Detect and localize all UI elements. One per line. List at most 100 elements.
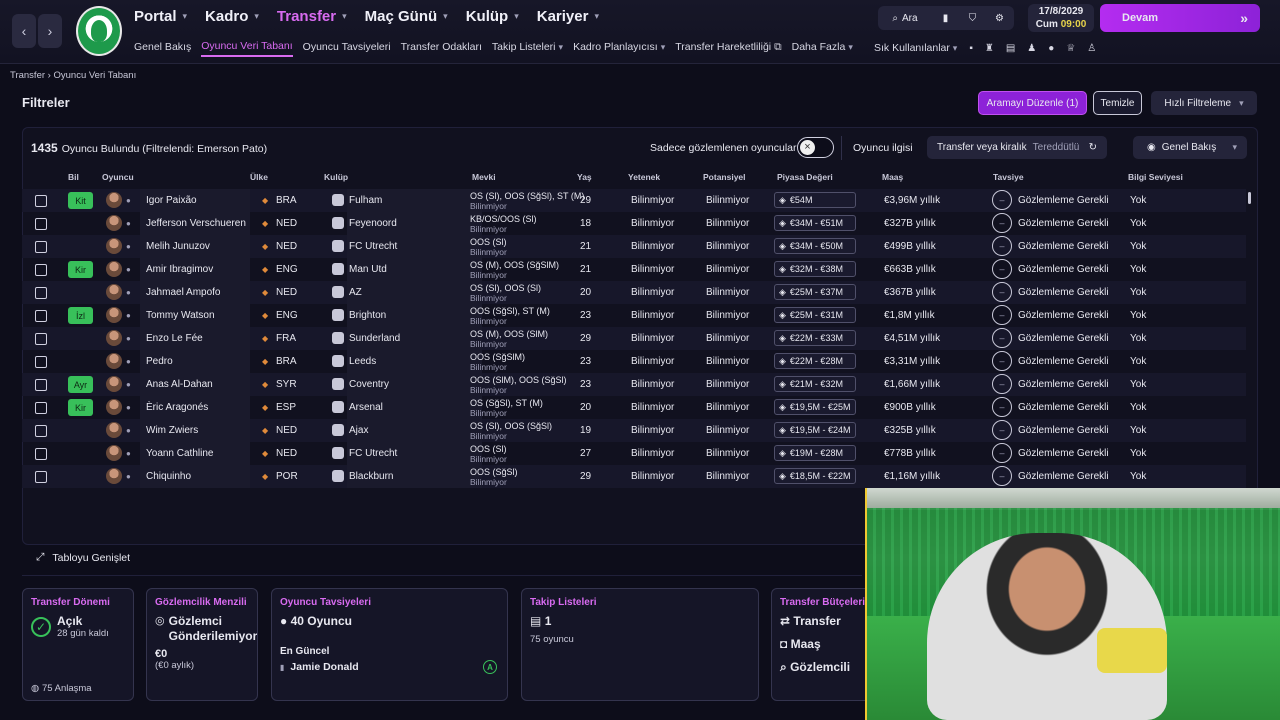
- nav-kulup[interactable]: Kulüp ▾: [465, 8, 519, 25]
- club-badge-button[interactable]: ⛉: [959, 13, 986, 24]
- player-name[interactable]: Yoann Cathline: [140, 442, 250, 465]
- col-potansiyel[interactable]: Potansiyel: [703, 172, 746, 182]
- table-row[interactable]: Kir ● Amir Ibragimov ◆ ENG Man Utd OS (M), OOS…: [22, 258, 1246, 281]
- table-row[interactable]: Kit ● Igor Paixão ◆ BRA Fulham OS (Sl), OOS (S…: [22, 189, 1246, 212]
- player-club[interactable]: Feyenoord: [347, 212, 482, 235]
- scouted-only-toggle[interactable]: [797, 137, 834, 158]
- table-row[interactable]: ● Enzo Le Fée ◆ FRA Sunderland OS (M), OOS (S…: [22, 327, 1246, 350]
- row-checkbox[interactable]: [35, 402, 47, 414]
- player-country[interactable]: NED: [276, 241, 298, 252]
- continue-button[interactable]: Devam »: [1100, 4, 1260, 32]
- row-checkbox[interactable]: [35, 195, 47, 207]
- row-checkbox[interactable]: [35, 333, 47, 345]
- col-yas[interactable]: Yaş: [577, 172, 592, 182]
- player-club[interactable]: Coventry: [347, 373, 482, 396]
- report-icon[interactable]: ▤: [1005, 42, 1016, 54]
- player-country[interactable]: NED: [276, 218, 298, 229]
- player-name[interactable]: Igor Paixão: [140, 189, 250, 212]
- player-name[interactable]: Wim Zwiers: [140, 419, 250, 442]
- player-club[interactable]: Man Utd: [347, 258, 482, 281]
- table-row[interactable]: ● Melih Junuzov ◆ NED FC Utrecht OOS (Sl) Bili…: [22, 235, 1246, 258]
- nav-transfer[interactable]: Transfer ▾: [276, 8, 347, 25]
- player-name[interactable]: Tommy Watson: [140, 304, 250, 327]
- player-country[interactable]: NED: [276, 287, 298, 298]
- table-scrollbar[interactable]: [1248, 192, 1251, 204]
- staff-icon[interactable]: ♟: [1027, 42, 1037, 54]
- nav-kadro[interactable]: Kadro ▾: [205, 8, 259, 25]
- card-transfer-budgets[interactable]: Transfer Bütçeleri ⇄ Transfer ◘ Maaş ⌕ G…: [771, 588, 871, 701]
- row-checkbox[interactable]: [35, 218, 47, 230]
- player-club[interactable]: Leeds: [347, 350, 482, 373]
- player-club[interactable]: Fulham: [347, 189, 482, 212]
- player-country[interactable]: SYR: [276, 379, 297, 390]
- player-name[interactable]: Enzo Le Fée: [140, 327, 250, 350]
- latest-player[interactable]: ▮ Jamie Donald A: [280, 660, 499, 674]
- player-club[interactable]: Brighton: [347, 304, 482, 327]
- row-checkbox[interactable]: [35, 356, 47, 368]
- player-country[interactable]: NED: [276, 425, 298, 436]
- tab-takip-listeleri[interactable]: Takip Listeleri ▾: [491, 41, 564, 53]
- tab-genel-bakis[interactable]: Genel Bakış: [134, 41, 192, 53]
- row-checkbox[interactable]: [35, 448, 47, 460]
- row-checkbox[interactable]: [35, 425, 47, 437]
- row-checkbox[interactable]: [35, 310, 47, 322]
- club-logo[interactable]: [76, 6, 122, 56]
- search-button[interactable]: ⌕ Ara: [892, 12, 918, 24]
- people-icon[interactable]: ♙: [1087, 42, 1097, 54]
- table-row[interactable]: ● Jahmael Ampofo ◆ NED AZ OS (Sl), OOS (Sl) Bi…: [22, 281, 1246, 304]
- shortcuts-dropdown[interactable]: Sık Kullanılanlar ▾: [874, 42, 958, 54]
- card-scouting-range[interactable]: Gözlemcilik Menzili ◎ Gözlemci Gönderile…: [146, 588, 258, 701]
- quick-filter-button[interactable]: Hızlı Filtreleme ▾: [1151, 91, 1257, 115]
- player-country[interactable]: NED: [276, 448, 298, 459]
- shirt-icon[interactable]: ♜: [984, 42, 994, 54]
- player-name[interactable]: Pedro: [140, 350, 250, 373]
- player-club[interactable]: Ajax: [347, 419, 482, 442]
- player-name[interactable]: Jahmael Ampofo: [140, 281, 250, 304]
- player-country[interactable]: POR: [276, 471, 298, 482]
- expand-table-button[interactable]: ⤢ Tabloyu Genişlet: [36, 551, 131, 564]
- col-oyuncu[interactable]: Oyuncu: [102, 172, 134, 182]
- row-checkbox[interactable]: [35, 287, 47, 299]
- row-checkbox[interactable]: [35, 264, 47, 276]
- tab-oyuncu-tavsiyeleri[interactable]: Oyuncu Tavsiyeleri: [302, 41, 391, 53]
- player-country[interactable]: BRA: [276, 356, 297, 367]
- player-club[interactable]: Blackburn: [347, 465, 482, 488]
- table-row[interactable]: Kir ● Èric Aragonés ◆ ESP Arsenal OS (SğSl), S…: [22, 396, 1246, 419]
- row-checkbox[interactable]: [35, 379, 47, 391]
- nav-kariyer[interactable]: Kariyer ▾: [536, 8, 599, 25]
- player-club[interactable]: Arsenal: [347, 396, 482, 419]
- tab-daha-fazla[interactable]: Daha Fazla ▾: [791, 41, 853, 53]
- col-bil[interactable]: Bil: [68, 172, 79, 182]
- player-name[interactable]: Melih Junuzov: [140, 235, 250, 258]
- tab-kadro-planlayicisi[interactable]: Kadro Planlayıcısı ▾: [573, 41, 666, 53]
- col-mevki[interactable]: Mevki: [472, 172, 496, 182]
- player-country[interactable]: ESP: [276, 402, 297, 413]
- forward-button[interactable]: ›: [38, 14, 62, 48]
- player-name[interactable]: Chiquinho: [140, 465, 250, 488]
- tab-transfer-odaklari[interactable]: Transfer Odakları: [400, 41, 482, 53]
- notification-icon[interactable]: ●: [1048, 42, 1055, 54]
- col-maas[interactable]: Maaş: [882, 172, 904, 182]
- col-ulke[interactable]: Ülke: [250, 172, 268, 182]
- col-bilgi[interactable]: Bilgi Seviyesi: [1128, 172, 1183, 182]
- table-row[interactable]: ● Jefferson Verschueren ◆ NED Feyenoord KB/OS…: [22, 212, 1246, 235]
- col-yetenek[interactable]: Yetenek: [628, 172, 661, 182]
- chat-icon[interactable]: ▪: [969, 42, 973, 54]
- player-country[interactable]: BRA: [276, 195, 297, 206]
- table-row[interactable]: Ayr ● Anas Al-Dahan ◆ SYR Coventry OOS (SlM), …: [22, 373, 1246, 396]
- table-row[interactable]: ● Chiquinho ◆ POR Blackburn OOS (SğSl) Bilinmi…: [22, 465, 1246, 488]
- card-shortlists[interactable]: Takip Listeleri ▤ 1 75 oyuncu: [521, 588, 759, 701]
- bookmark-button[interactable]: ▮: [932, 13, 959, 24]
- table-row[interactable]: ● Yoann Cathline ◆ NED FC Utrecht OOS (Sl) Bil…: [22, 442, 1246, 465]
- table-row[interactable]: ● Wim Zwiers ◆ NED Ajax OS (Sl), OOS (SğSl) Bi…: [22, 419, 1246, 442]
- breadcrumb-root[interactable]: Transfer: [10, 70, 46, 81]
- player-club[interactable]: FC Utrecht: [347, 442, 482, 465]
- player-country[interactable]: FRA: [276, 333, 296, 344]
- player-country[interactable]: ENG: [276, 310, 298, 321]
- card-player-recommendations[interactable]: Oyuncu Tavsiyeleri ● 40 Oyuncu En Güncel…: [271, 588, 508, 701]
- col-piyasa[interactable]: Piyasa Değeri: [777, 172, 833, 182]
- nav-mac-gunu[interactable]: Maç Günü ▾: [364, 8, 448, 25]
- player-club[interactable]: Sunderland: [347, 327, 482, 350]
- trophy-icon[interactable]: ♕: [1066, 42, 1076, 54]
- settings-button[interactable]: ⚙: [986, 13, 1013, 24]
